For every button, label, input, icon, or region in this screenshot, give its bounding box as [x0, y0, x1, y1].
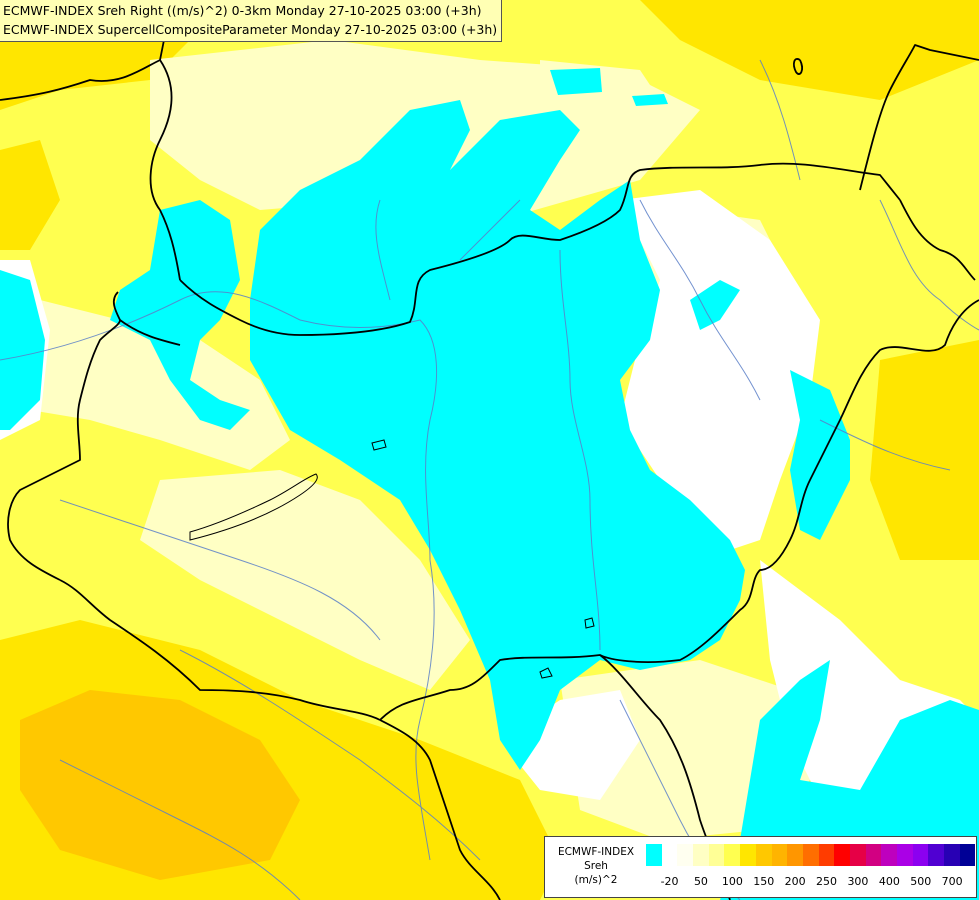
field-white-c — [620, 190, 820, 560]
legend-tick-label: -20 — [660, 875, 679, 888]
legend-tick-label: 200 — [784, 875, 806, 888]
legend-tick-label: 50 — [693, 875, 708, 888]
title-line-1: ECMWF-INDEX Sreh Right ((m/s)^2) 0-3km M… — [3, 3, 482, 18]
legend-tick-label: 400 — [878, 875, 900, 888]
legend-swatch — [818, 844, 835, 866]
title-line-2: ECMWF-INDEX SupercellCompositeParameter … — [3, 22, 498, 37]
field-cyan-w — [0, 270, 45, 430]
legend-line-2: Sreh — [584, 860, 608, 872]
field-cyan-ne — [550, 68, 602, 95]
legend-swatch — [802, 844, 819, 866]
legend-swatch — [677, 844, 694, 866]
legend-swatch — [881, 844, 897, 866]
legend-swatch — [912, 844, 929, 866]
island — [539, 667, 553, 679]
legend-swatch — [944, 844, 960, 866]
legend-tick-label: 700 — [941, 875, 963, 888]
legend-swatch — [755, 844, 772, 866]
legend-swatches — [646, 844, 976, 866]
legend-swatch — [646, 844, 662, 866]
legend-ticks: -20 50 100 150 200 250 300 400 500 700 — [646, 875, 976, 889]
legend-tick-label: 250 — [816, 875, 838, 888]
field-cyan-nw — [110, 200, 250, 430]
legend-line-3: (m/s)^2 — [574, 874, 618, 886]
lake-small — [371, 439, 387, 451]
legend-swatch — [959, 844, 976, 866]
field-orange-w — [0, 140, 60, 250]
field-orange-sw-core — [20, 690, 300, 880]
rivers — [0, 59, 979, 900]
map-title-box: ECMWF-INDEX Sreh Right ((m/s)^2) 0-3km M… — [0, 0, 503, 42]
island-2 — [584, 617, 595, 629]
legend-swatch — [661, 844, 678, 866]
color-legend: ECMWF-INDEX Sreh (m/s)^2 -20 50 100 150 200 2… — [544, 836, 977, 898]
legend-tick-label: 150 — [753, 875, 775, 888]
field-orange-ne — [640, 0, 979, 100]
legend-tick-label: 500 — [910, 875, 932, 888]
legend-line-1: ECMWF-INDEX — [557, 846, 635, 858]
legend-swatch — [865, 844, 882, 866]
field-cyan-ridge — [690, 280, 740, 330]
lake — [189, 473, 318, 541]
legend-swatch — [897, 844, 913, 866]
legend-swatch — [708, 844, 725, 866]
legend-tick-label: 300 — [847, 875, 869, 888]
legend-swatch — [849, 844, 866, 866]
field-orange-e — [870, 340, 979, 560]
field-cyan-e — [790, 370, 850, 540]
legend-tick-label: 100 — [721, 875, 743, 888]
legend-swatch — [740, 844, 756, 866]
legend-title: ECMWF-INDEX Sreh (m/s)^2 — [549, 845, 643, 887]
legend-swatch — [834, 844, 850, 866]
legend-swatch — [928, 844, 945, 866]
legend-swatch — [771, 844, 788, 866]
legend-swatch — [693, 844, 709, 866]
legend-swatch — [787, 844, 803, 866]
field-cyan-ne2 — [632, 94, 668, 106]
legend-swatch — [724, 844, 741, 866]
field-cyan-main — [250, 100, 745, 770]
field-pale-c — [140, 470, 470, 690]
